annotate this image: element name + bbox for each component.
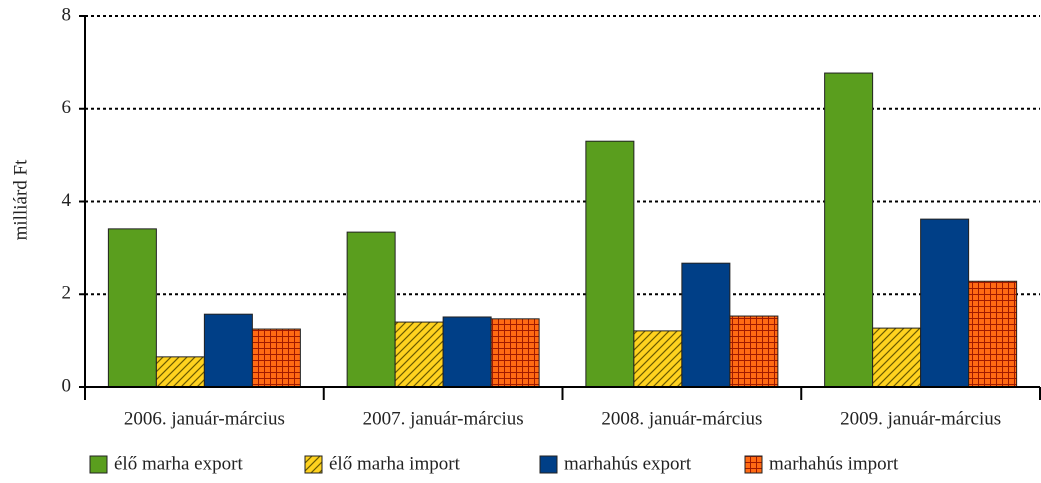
bar: [490, 318, 540, 388]
legend-label: marhahús export: [564, 453, 692, 474]
bar: [920, 218, 970, 388]
y-tick-label: 0: [62, 375, 72, 396]
bar: [681, 262, 731, 388]
bar: [968, 280, 1018, 388]
bar: [872, 327, 922, 388]
bar: [633, 330, 683, 388]
bar: [107, 228, 157, 388]
x-tick-label: 2008. január-március: [601, 408, 762, 429]
bar: [729, 315, 779, 388]
x-tick-label: 2007. január-március: [363, 408, 524, 429]
bar: [585, 140, 635, 388]
bar: [824, 72, 874, 388]
y-tick-label: 2: [62, 283, 72, 304]
y-tick-label: 4: [62, 190, 72, 211]
bar: [442, 316, 492, 388]
bar: [346, 231, 396, 388]
legend-swatch: [539, 455, 558, 474]
y-tick-label: 8: [62, 4, 72, 25]
bar: [203, 313, 253, 388]
legend-swatch: [304, 455, 323, 474]
x-tick-label: 2006. január-március: [124, 408, 285, 429]
bar: [155, 356, 205, 388]
legend-swatch: [89, 455, 108, 474]
legend-label: élő marha import: [329, 453, 461, 474]
legend-label: élő marha export: [114, 453, 243, 474]
legend-label: marhahús import: [769, 453, 899, 474]
y-axis-label: milliárd Ft: [10, 159, 31, 240]
y-tick-label: 6: [62, 97, 72, 118]
x-tick-label: 2009. január-március: [840, 408, 1001, 429]
bar: [251, 328, 301, 388]
legend-swatch: [744, 455, 763, 474]
bar: [394, 321, 444, 388]
